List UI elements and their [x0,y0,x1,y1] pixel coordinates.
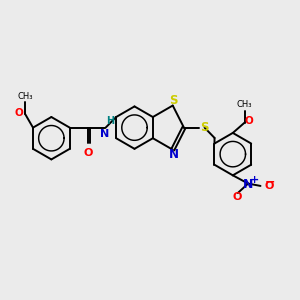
Text: +: + [250,175,259,185]
Text: CH₃: CH₃ [17,92,33,101]
Text: N: N [100,129,110,139]
Text: H: H [106,116,114,126]
Text: O: O [245,116,254,126]
Text: N: N [243,178,253,191]
Text: S: S [169,94,178,107]
Text: O: O [232,192,242,203]
Text: O: O [264,181,273,191]
Text: N: N [169,148,178,161]
Text: −: − [265,176,275,189]
Text: O: O [15,108,23,118]
Text: S: S [200,121,208,134]
Text: CH₃: CH₃ [237,100,252,109]
Text: O: O [83,148,93,158]
